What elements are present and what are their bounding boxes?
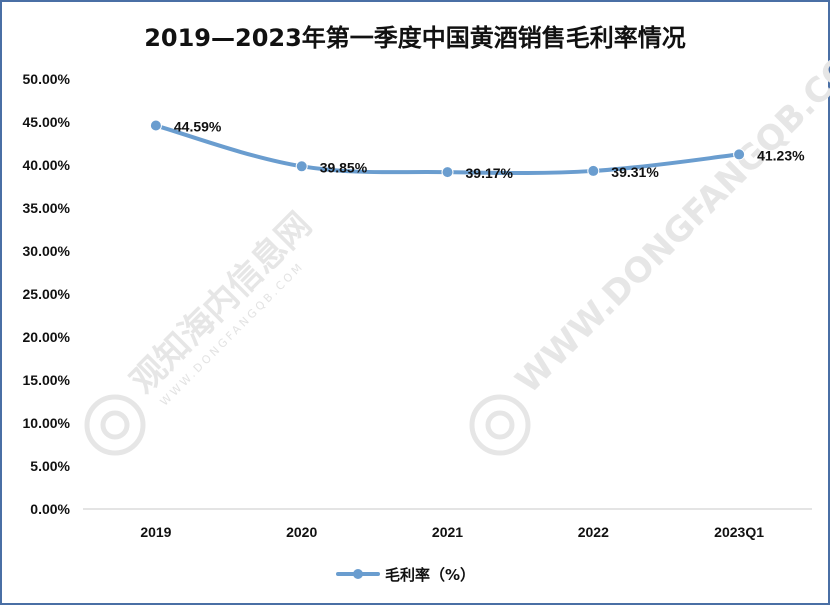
- y-tick-label: 10.00%: [23, 415, 71, 431]
- watermark-left: 观知海内信息网 WWW.DONGFANGQB.COM: [84, 205, 320, 456]
- legend-marker-icon: [353, 569, 363, 579]
- y-tick-label: 25.00%: [23, 286, 71, 302]
- data-label: 39.31%: [611, 164, 659, 180]
- x-tick-label: 2020: [286, 524, 317, 540]
- y-tick-label: 30.00%: [23, 243, 71, 259]
- chart-title: 2019—2023年第一季度中国黄酒销售毛利率情况: [144, 24, 686, 52]
- legend-label: 毛利率（%）: [385, 566, 475, 584]
- y-tick-label: 35.00%: [23, 200, 71, 216]
- watermark-right: WWW.DONGFANGQB.COM: [469, 24, 830, 456]
- y-tick-label: 20.00%: [23, 329, 71, 345]
- y-tick-label: 50.00%: [23, 71, 71, 87]
- series-group: 44.59% 39.85% 39.17% 39.31% 41.23%: [149, 119, 805, 181]
- data-point: [441, 166, 454, 179]
- data-label: 41.23%: [757, 147, 805, 163]
- watermark-logo-icon: [469, 394, 531, 456]
- y-tick-label: 15.00%: [23, 372, 71, 388]
- x-tick-label: 2022: [578, 524, 609, 540]
- data-point: [587, 164, 600, 177]
- y-tick-label: 0.00%: [30, 501, 70, 517]
- y-tick-label: 45.00%: [23, 114, 71, 130]
- watermark-logo-inner-icon: [485, 410, 515, 440]
- data-label: 39.85%: [320, 159, 368, 175]
- watermark-logo-inner-icon: [100, 410, 130, 440]
- data-point: [295, 160, 308, 173]
- watermark-text: 观知海内信息网: [123, 205, 320, 402]
- data-point: [733, 148, 746, 161]
- x-tick-label: 2019: [140, 524, 171, 540]
- watermark-text: WWW.DONGFANGQB.COM: [508, 24, 830, 401]
- x-tick-label: 2021: [432, 524, 463, 540]
- x-tick-label: 2023Q1: [714, 524, 764, 540]
- watermark-logo-icon: [84, 394, 146, 456]
- y-tick-label: 5.00%: [30, 458, 70, 474]
- legend: 毛利率（%）: [336, 566, 475, 584]
- data-point: [149, 119, 162, 132]
- y-tick-label: 40.00%: [23, 157, 71, 173]
- data-label: 44.59%: [174, 119, 222, 135]
- axes: 0.00% 5.00% 10.00% 15.00% 20.00% 25.00% 30.00%…: [23, 71, 812, 540]
- data-label: 39.17%: [466, 165, 514, 181]
